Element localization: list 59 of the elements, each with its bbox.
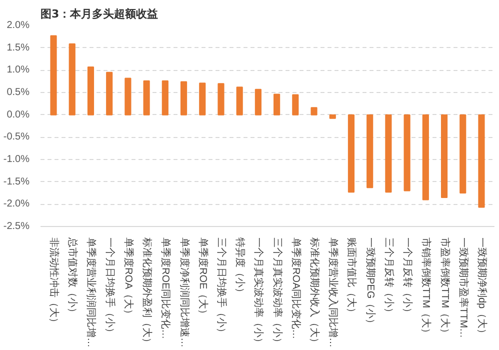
x-tick-label: 单季度ROE（大）	[196, 238, 209, 320]
x-tick-label: 单季度净利润同比增速…	[178, 238, 190, 348]
x-tick-label: 市销率倒数TTM（大）	[420, 238, 432, 338]
x-tick-label: 单季度ROA（大）	[122, 238, 134, 320]
bar	[254, 88, 262, 116]
x-tick-label: 三个月真实波动率（小）	[271, 238, 284, 348]
bar	[404, 114, 410, 192]
x-tick-label: 单季度营业收入同比增…	[327, 238, 340, 348]
bar	[236, 86, 243, 116]
x-tick-label: 一个月反转（小）	[402, 238, 414, 318]
bar	[68, 43, 76, 116]
bar	[385, 114, 392, 193]
x-tick-label: 总市值对数（小）	[66, 236, 79, 318]
bar	[274, 94, 280, 116]
y-tick-label: 1.0%	[6, 64, 30, 76]
bar	[478, 114, 485, 208]
y-tick-label: -1.5%	[3, 176, 30, 188]
bar	[162, 80, 168, 116]
x-tick-label: 特异度（小）	[234, 238, 246, 298]
x-tick-label: 非流动性冲击（大）	[48, 238, 60, 328]
x-tick-label: 单季度ROA同比变化…	[290, 238, 302, 340]
y-tick-label: 0.5%	[6, 87, 30, 98]
x-tick-label: 单季度ROE同比变化…	[160, 238, 172, 340]
x-tick-label: 一个月真实波动率（小）	[252, 238, 265, 348]
bar	[106, 72, 113, 116]
x-tick-label: 市盈率倒数TTM（大）	[438, 238, 451, 338]
bar	[124, 78, 132, 116]
x-tick-label: 三个月日均换手（小）	[215, 238, 228, 338]
bar	[440, 114, 448, 198]
bar	[292, 94, 299, 116]
x-tick-label: 单季度营业利润同比增…	[85, 238, 98, 348]
bar	[50, 35, 57, 116]
bar	[180, 81, 188, 116]
bar	[199, 82, 206, 116]
x-tick-label: 一致预期净利dp（大）	[476, 238, 488, 339]
x-tick-label: 一个月日均换手（小）	[104, 238, 116, 338]
y-tick-label: 0.0%	[6, 109, 30, 120]
bar	[310, 107, 318, 116]
y-tick-label: -1.0%	[3, 154, 30, 165]
x-tick-label: 标准化预期外收入（大）	[308, 236, 321, 348]
y-tick-label: -2.0%	[3, 198, 30, 210]
y-tick-label: 1.5%	[6, 42, 30, 54]
bar	[366, 114, 374, 188]
bar	[87, 66, 94, 116]
y-tick-label: -0.5%	[3, 132, 30, 143]
x-tick-label: 标准化预期外盈利（大）	[141, 236, 154, 348]
bar	[143, 80, 150, 116]
x-tick-label: 账面市值比（大）	[346, 238, 358, 318]
x-tick-label: 一致预期PEG（小）	[364, 238, 376, 329]
bar	[348, 114, 355, 193]
x-tick-label: 一致预期市盈率TTM…	[457, 238, 470, 338]
x-tick-label: 三个月反转（小）	[382, 238, 395, 318]
chart-title: 图3：本月多头超额收益	[40, 8, 158, 20]
bar	[422, 114, 429, 200]
y-tick-label: 2.0%	[6, 20, 30, 31]
bar	[218, 83, 224, 116]
bar	[329, 114, 336, 119]
y-tick-label: -2.5%	[3, 221, 30, 232]
bar	[460, 114, 466, 194]
